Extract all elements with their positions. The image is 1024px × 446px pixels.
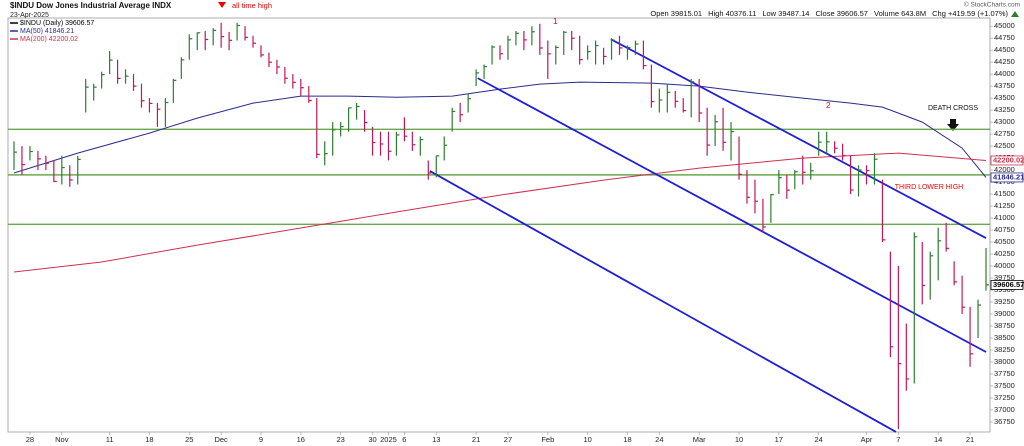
y-tick-label: 38250 xyxy=(994,345,1015,354)
chart-title: $INDU Dow Jones Industrial Average INDX xyxy=(10,1,172,10)
moving-average xyxy=(13,81,987,178)
legend-label: MA(50) 41846.21 xyxy=(20,28,74,35)
y-tick-label: 36750 xyxy=(994,417,1015,426)
value-tag-box xyxy=(990,155,1024,166)
x-tick-label: 24 xyxy=(655,435,663,444)
y-tick-label: 40750 xyxy=(994,225,1015,234)
annotation: 2 xyxy=(826,101,831,110)
x-tick-label: 30 xyxy=(368,435,376,444)
annotation: DEATH CROSS xyxy=(928,105,978,112)
legend-label: MA(200) 42200.02 xyxy=(20,36,78,43)
header-item: Chg +419.59 (+1.07%) xyxy=(932,9,1008,18)
y-tick-label: 45000 xyxy=(994,21,1015,30)
x-tick-label: 14 xyxy=(934,435,942,444)
x-tick-label: Feb xyxy=(541,435,554,444)
x-tick-label: 24 xyxy=(815,435,823,444)
y-tick-label: 44000 xyxy=(994,69,1015,78)
x-tick-label: 28 xyxy=(26,435,34,444)
x-tick-label: 2025 xyxy=(380,435,397,444)
x-tick-label: 16 xyxy=(297,435,305,444)
trend-line xyxy=(477,77,987,353)
y-tick-label: 40500 xyxy=(994,237,1015,246)
x-tick-label: 23 xyxy=(336,435,344,444)
x-tick-label: 7 xyxy=(896,435,900,444)
header-item: High 40376.11 xyxy=(708,9,756,18)
moving-average xyxy=(13,152,987,273)
annotation: 1 xyxy=(553,17,558,26)
y-tick-label: 44250 xyxy=(994,57,1015,66)
y-tick-label: 43250 xyxy=(994,105,1015,114)
value-tag: 42200.02 xyxy=(993,155,1024,164)
x-tick-label: 9 xyxy=(259,435,263,444)
y-tick-label: 44750 xyxy=(994,33,1015,42)
x-tick-label: 17 xyxy=(775,435,783,444)
trend-line xyxy=(610,38,987,239)
x-tick-label: 21 xyxy=(966,435,974,444)
x-tick-label: 18 xyxy=(623,435,631,444)
y-tick-label: 40250 xyxy=(994,249,1015,258)
y-tick-label: 44500 xyxy=(994,45,1015,54)
value-tag-box xyxy=(990,279,1024,290)
y-tick-label: 38750 xyxy=(994,321,1015,330)
legend-label: $INDU (Daily) 39606.57 xyxy=(20,20,94,27)
x-tick-label: 18 xyxy=(145,435,153,444)
x-tick-label: 10 xyxy=(583,435,591,444)
y-tick-label: 41250 xyxy=(994,201,1015,210)
y-tick-label: 40000 xyxy=(994,261,1015,270)
y-tick-label: 43000 xyxy=(994,117,1015,126)
y-tick-label: 43500 xyxy=(994,93,1015,102)
annotation: THIRD LOWER HIGH xyxy=(895,184,963,191)
annotation: all time high xyxy=(232,1,272,10)
x-tick-label: 11 xyxy=(106,435,114,444)
y-tick-label: 37500 xyxy=(994,381,1015,390)
y-tick-label: 39750 xyxy=(994,273,1015,282)
chart-subtitle: 23-Apr-2025 xyxy=(10,12,49,19)
y-tick-label: 37000 xyxy=(994,405,1015,414)
x-tick-label: 6 xyxy=(402,435,406,444)
source: © StockCharts.com xyxy=(964,1,1020,9)
value-tag-box xyxy=(990,172,1024,183)
x-tick-label: 21 xyxy=(472,435,480,444)
value-tag: 41846.21 xyxy=(993,172,1024,181)
y-tick-label: 43750 xyxy=(994,81,1015,90)
y-tick-label: 37250 xyxy=(994,393,1015,402)
x-tick-label: Mar xyxy=(693,435,706,444)
header-item: Volume 643.8M xyxy=(874,9,926,18)
up-arrow xyxy=(1011,11,1019,17)
plot-frame xyxy=(7,17,991,433)
y-tick-label: 38500 xyxy=(994,333,1015,342)
y-tick-label: 39250 xyxy=(994,297,1015,306)
header-item: Open 39815.01 xyxy=(650,9,702,18)
x-tick-label: 13 xyxy=(432,435,440,444)
trend-line xyxy=(429,170,897,433)
x-tick-label: Nov xyxy=(55,435,69,444)
y-tick-label: 42000 xyxy=(994,165,1015,174)
x-tick-label: Apr xyxy=(861,435,873,444)
x-tick-label: 25 xyxy=(185,435,193,444)
ath-marker xyxy=(218,2,226,8)
x-tick-label: 27 xyxy=(504,435,512,444)
y-tick-label: 41000 xyxy=(994,213,1015,222)
y-tick-label: 42500 xyxy=(994,141,1015,150)
header: Open 39815.01 High 40376.11 Low 39487.14 Cl… xyxy=(650,9,1008,18)
y-tick-label: 38000 xyxy=(994,357,1015,366)
y-tick-label: 41500 xyxy=(994,189,1015,198)
y-tick-label: 42750 xyxy=(994,129,1015,138)
header-item: Close 39606.57 xyxy=(815,9,868,18)
header-item: Low 39487.14 xyxy=(762,9,809,18)
x-tick-label: Dec xyxy=(214,435,228,444)
value-tag: 39606.57 xyxy=(993,280,1024,289)
x-tick-label: 10 xyxy=(735,435,743,444)
y-tick-label: 37750 xyxy=(994,369,1015,378)
y-tick-label: 39000 xyxy=(994,309,1015,318)
death-cross-arrow xyxy=(947,119,959,131)
